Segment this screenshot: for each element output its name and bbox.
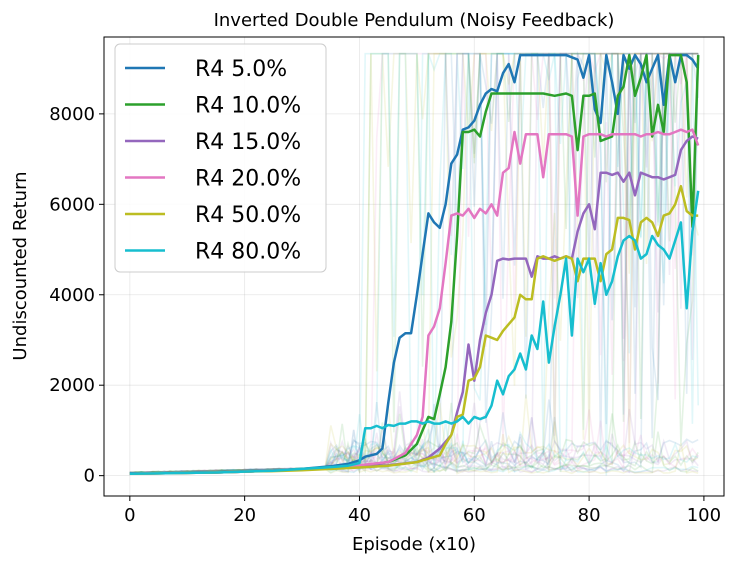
faint-run-line — [129, 428, 699, 474]
y-tick-label: 2000 — [49, 375, 95, 396]
y-tick-label: 4000 — [49, 285, 95, 306]
series-line-3 — [129, 128, 700, 476]
series-line-4 — [129, 184, 699, 476]
legend-label: R4 80.0% — [195, 240, 301, 265]
chart-title: Inverted Double Pendulum (Noisy Feedback… — [214, 10, 615, 31]
legend-label: R4 5.0% — [195, 57, 287, 82]
legend-box — [114, 43, 327, 273]
y-tick-label: 8000 — [49, 104, 95, 125]
faint-run-line — [129, 402, 699, 474]
faint-run-line — [129, 52, 699, 475]
faint-run-line — [129, 52, 699, 475]
faint-run-line — [129, 399, 699, 475]
faint-run-line — [129, 52, 699, 475]
faint-run-line — [129, 402, 699, 474]
y-tick-label: 0 — [84, 466, 95, 487]
faint-run-line — [129, 419, 699, 475]
faint-run-line — [129, 52, 699, 475]
series-line-0 — [129, 53, 700, 475]
faint-run-line — [129, 420, 699, 475]
y-axis-label: Undiscounted Return — [10, 171, 31, 360]
plot-frame — [103, 36, 725, 497]
faint-run-line — [129, 52, 699, 475]
y-tick-label: 6000 — [49, 194, 95, 215]
faint-run-line — [129, 52, 699, 474]
x-tick-label: 80 — [578, 505, 601, 526]
faint-run-line — [129, 52, 699, 475]
legend-label: R4 50.0% — [195, 203, 301, 228]
faint-run-line — [129, 50, 699, 475]
faint-run-line — [129, 409, 699, 475]
x-tick-label: 0 — [124, 505, 135, 526]
x-tick-label: 20 — [233, 505, 256, 526]
x-tick-label: 100 — [687, 505, 721, 526]
x-tick-label: 40 — [348, 505, 371, 526]
x-axis-label: Episode (x10) — [352, 534, 476, 555]
faint-run-line — [129, 52, 699, 475]
legend-label: R4 10.0% — [195, 94, 301, 119]
faint-run-line — [129, 52, 699, 475]
faint-runs — [129, 50, 699, 476]
series-lines — [129, 53, 700, 476]
x-tick-label: 60 — [463, 505, 486, 526]
legend-label: R4 20.0% — [195, 167, 301, 192]
legend: R4 5.0% R4 10.0% R4 15.0% R4 20.0% R4 50.0% R… — [114, 43, 327, 273]
axis-ticks: 0 20 40 60 80 100 0 2000 4000 6000 8000 — [49, 104, 721, 526]
series-line-5 — [129, 190, 700, 476]
faint-run-line — [129, 394, 699, 475]
faint-run-line — [129, 429, 699, 475]
legend-label: R4 15.0% — [195, 130, 301, 155]
faint-run-line — [129, 52, 699, 474]
faint-run-line — [129, 52, 699, 476]
faint-run-line — [129, 411, 699, 474]
